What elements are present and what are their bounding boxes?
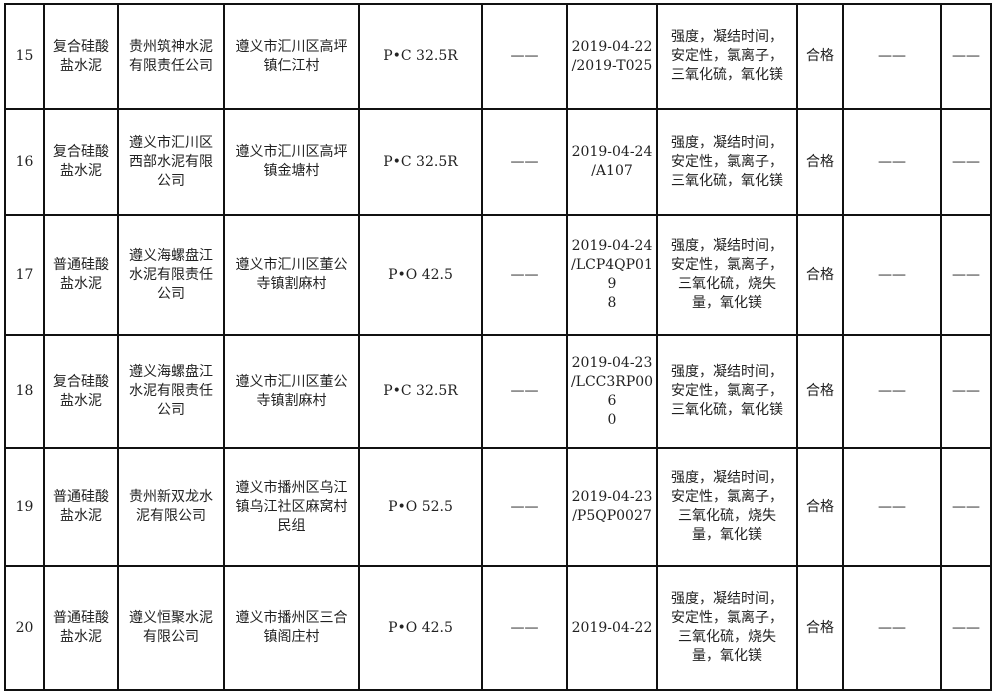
cell-product-name: 普通硅酸 盐水泥 [43,214,119,336]
cell-trademark: —— [481,447,568,567]
cell-product-name: 普通硅酸 盐水泥 [43,447,119,567]
cell-manufacturer: 遵义海螺盘江 水泥有限责任 公司 [117,214,225,336]
cell-remark-2: —— [940,447,992,567]
cell-remark-1: —— [842,108,942,216]
cell-row-number: 17 [4,214,45,336]
cell-row-number: 15 [4,3,45,110]
table-row: 18 复合硅酸 盐水泥 遵义海螺盘江 水泥有限责任 公司 遵义市汇川区董公 寺镇割麻村… [4,334,992,449]
cell-result: 合格 [796,214,844,336]
cell-remark-1: —— [842,447,942,567]
cell-production-date-batch: 2019-04-24 /A107 [566,108,658,216]
cell-test-items: 强度，凝结时间， 安定性，氯离子， 三氧化硫，氧化镁 [656,108,798,216]
cell-manufacturer: 贵州筑神水泥 有限责任公司 [117,3,225,110]
cell-specification: P•C 32.5R [358,108,483,216]
cell-production-date-batch: 2019-04-23 /LCC3RP006 0 [566,334,658,449]
cell-row-number: 20 [4,565,45,691]
cell-product-name: 复合硅酸 盐水泥 [43,108,119,216]
cell-row-number: 18 [4,334,45,449]
cell-manufacturer: 遵义市汇川区 西部水泥有限 公司 [117,108,225,216]
cell-trademark: —— [481,3,568,110]
cell-address: 遵义市汇川区董公 寺镇割麻村 [223,334,360,449]
cell-address: 遵义市汇川区高坪 镇仁江村 [223,3,360,110]
table-row: 17 普通硅酸 盐水泥 遵义海螺盘江 水泥有限责任 公司 遵义市汇川区董公 寺镇割麻村… [4,214,992,336]
cell-manufacturer: 贵州新双龙水 泥有限公司 [117,447,225,567]
cell-production-date-batch: 2019-04-22 [566,565,658,691]
cell-remark-1: —— [842,334,942,449]
cement-inspection-table: 15 复合硅酸 盐水泥 贵州筑神水泥 有限责任公司 遵义市汇川区高坪 镇仁江村 P•C … [4,3,992,691]
cell-specification: P•C 32.5R [358,334,483,449]
cell-remark-2: —— [940,214,992,336]
cell-row-number: 16 [4,108,45,216]
cell-product-name: 复合硅酸 盐水泥 [43,3,119,110]
cell-remark-1: —— [842,214,942,336]
cell-trademark: —— [481,214,568,336]
cell-remark-2: —— [940,565,992,691]
cell-row-number: 19 [4,447,45,567]
table-row: 19 普通硅酸 盐水泥 贵州新双龙水 泥有限公司 遵义市播州区乌江 镇乌江社区麻窝村 … [4,447,992,567]
cell-address: 遵义市播州区三合 镇阁庄村 [223,565,360,691]
cell-trademark: —— [481,108,568,216]
cell-result: 合格 [796,447,844,567]
cell-manufacturer: 遵义海螺盘江 水泥有限责任 公司 [117,334,225,449]
table-row: 15 复合硅酸 盐水泥 贵州筑神水泥 有限责任公司 遵义市汇川区高坪 镇仁江村 P•C … [4,3,992,110]
cell-test-items: 强度，凝结时间， 安定性，氯离子， 三氧化硫，氧化镁 [656,3,798,110]
table-row: 20 普通硅酸 盐水泥 遵义恒聚水泥 有限公司 遵义市播州区三合 镇阁庄村 P•O 42… [4,565,992,691]
table-row: 16 复合硅酸 盐水泥 遵义市汇川区 西部水泥有限 公司 遵义市汇川区高坪 镇金塘村 P… [4,108,992,216]
cell-production-date-batch: 2019-04-22 /2019-T025 [566,3,658,110]
cell-specification: P•O 42.5 [358,214,483,336]
cell-production-date-batch: 2019-04-23 /P5QP0027 [566,447,658,567]
cell-address: 遵义市汇川区董公 寺镇割麻村 [223,214,360,336]
cell-product-name: 普通硅酸 盐水泥 [43,565,119,691]
cell-remark-1: —— [842,3,942,110]
cell-remark-2: —— [940,334,992,449]
cell-test-items: 强度，凝结时间， 安定性，氯离子， 三氧化硫，烧失 量，氧化镁 [656,447,798,567]
cell-address: 遵义市汇川区高坪 镇金塘村 [223,108,360,216]
cell-test-items: 强度，凝结时间， 安定性，氯离子， 三氧化硫，氧化镁 [656,334,798,449]
cell-remark-2: —— [940,108,992,216]
cell-address: 遵义市播州区乌江 镇乌江社区麻窝村 民组 [223,447,360,567]
cell-test-items: 强度，凝结时间， 安定性，氯离子， 三氧化硫，烧失 量，氧化镁 [656,214,798,336]
cell-result: 合格 [796,108,844,216]
table-body: 15 复合硅酸 盐水泥 贵州筑神水泥 有限责任公司 遵义市汇川区高坪 镇仁江村 P•C … [4,3,992,691]
cell-test-items: 强度，凝结时间， 安定性，氯离子， 三氧化硫，烧失 量，氧化镁 [656,565,798,691]
cell-specification: P•O 42.5 [358,565,483,691]
cell-result: 合格 [796,334,844,449]
cell-remark-2: —— [940,3,992,110]
cell-manufacturer: 遵义恒聚水泥 有限公司 [117,565,225,691]
cell-remark-1: —— [842,565,942,691]
cell-trademark: —— [481,565,568,691]
cell-result: 合格 [796,3,844,110]
cell-production-date-batch: 2019-04-24 /LCP4QP019 8 [566,214,658,336]
cell-specification: P•O 52.5 [358,447,483,567]
cell-trademark: —— [481,334,568,449]
cell-product-name: 复合硅酸 盐水泥 [43,334,119,449]
cell-result: 合格 [796,565,844,691]
cell-specification: P•C 32.5R [358,3,483,110]
